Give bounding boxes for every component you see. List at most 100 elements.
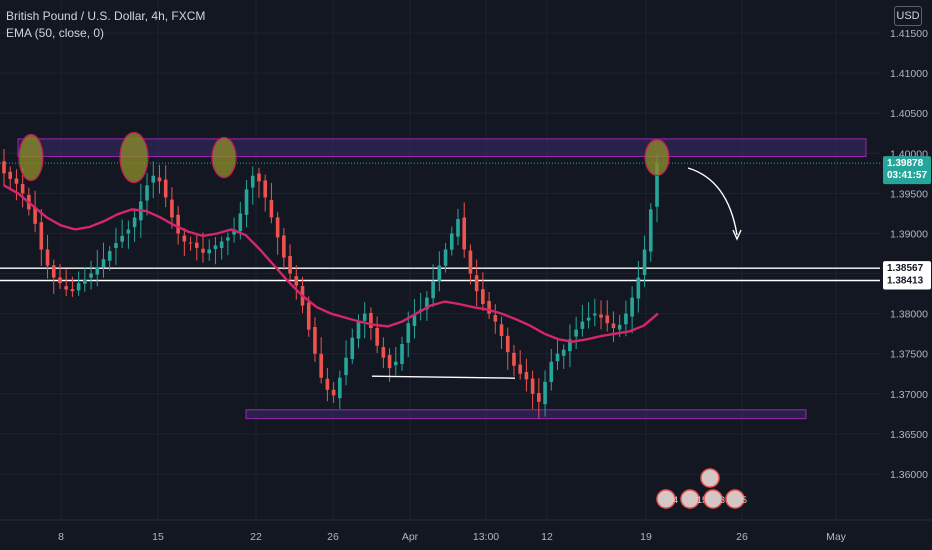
candle [64, 286, 68, 290]
candle [617, 324, 622, 330]
candle [14, 178, 19, 184]
candle [275, 217, 280, 238]
currency-button[interactable]: USD [894, 6, 922, 26]
time-tick-label: 19 [640, 531, 652, 543]
candle [70, 288, 75, 292]
candle [232, 229, 236, 235]
candle [325, 378, 330, 390]
ema-indicator-label: EMA (50, close, 0) [6, 26, 105, 40]
candle [207, 249, 212, 254]
candle [406, 323, 411, 343]
candle [387, 354, 392, 369]
candle [648, 209, 653, 252]
candle [101, 259, 106, 268]
candle [269, 200, 274, 218]
candle [338, 377, 342, 399]
candle [611, 323, 616, 329]
candle [213, 245, 218, 250]
candle [145, 185, 149, 201]
projection-arrow [687, 167, 738, 236]
candle [505, 335, 510, 353]
annotations [18, 131, 742, 379]
candle [624, 313, 628, 325]
candle [530, 378, 535, 394]
event-badge[interactable] [725, 489, 745, 509]
candle [95, 267, 100, 275]
candle [481, 289, 485, 304]
time-axis: 8 15 22 26 Apr 13:00 12 19 26 May [0, 519, 932, 543]
candle [537, 393, 541, 402]
candle [58, 277, 62, 284]
candle [151, 175, 156, 183]
time-tick-label: 13:00 [473, 531, 499, 543]
candle [655, 162, 659, 207]
candle [20, 184, 25, 194]
candle [400, 344, 404, 365]
candle [250, 175, 255, 188]
candle [356, 321, 361, 339]
ema-line [3, 184, 659, 343]
candle [524, 372, 529, 380]
neckline [371, 375, 516, 379]
price-tick-label: 1.36000 [890, 469, 928, 481]
candle [499, 324, 504, 337]
event-badge-count: 3 [720, 495, 725, 505]
chart-legend: British Pound / U.S. Dollar, 4h, FXCM EM… [6, 8, 205, 42]
event-badges[interactable]: 415435 [656, 468, 747, 509]
candle [8, 171, 13, 179]
time-tick-label: 26 [327, 531, 339, 543]
candle [51, 265, 56, 278]
candle [375, 327, 379, 346]
candle [331, 389, 336, 396]
candle [89, 273, 93, 278]
candle [45, 249, 50, 266]
candle [586, 317, 591, 321]
candle [605, 315, 610, 324]
candle [282, 235, 286, 258]
event-badge[interactable] [656, 489, 676, 509]
top-highlight-4 [644, 138, 670, 177]
level-1-label-bg [883, 261, 931, 278]
candle [344, 357, 348, 376]
candle [244, 189, 249, 215]
candle [369, 313, 373, 329]
projection-arrow-head [732, 229, 742, 241]
event-badge-flag-icon[interactable] [700, 468, 720, 488]
candle [163, 179, 168, 198]
top-highlight-1 [18, 133, 44, 182]
time-tick-label: 12 [541, 531, 553, 543]
level-2-label-text: 1.38413 [887, 276, 924, 287]
event-badge[interactable] [703, 489, 723, 509]
current-price-label-text: 03:41:57 [887, 170, 927, 181]
candle [194, 242, 199, 248]
price-tick-label: 1.37500 [890, 349, 928, 361]
candle [362, 313, 367, 321]
event-badge-count: 5 [742, 495, 747, 505]
time-tick-label: 22 [250, 531, 262, 543]
candle [493, 315, 498, 322]
price-tick-label: 1.41000 [890, 68, 928, 80]
candle [157, 177, 162, 182]
candle [462, 217, 467, 250]
candle [201, 248, 205, 253]
candle [561, 349, 566, 356]
candle [257, 173, 261, 182]
candle [226, 237, 230, 241]
candle [176, 214, 180, 234]
candle [238, 213, 243, 232]
candle [132, 217, 137, 228]
candle [543, 381, 547, 405]
candle [630, 297, 634, 317]
candle [549, 361, 554, 383]
candle [83, 279, 87, 284]
event-badge[interactable] [680, 489, 700, 509]
time-tick-label: May [826, 531, 847, 543]
candle [263, 180, 267, 198]
candle [381, 347, 386, 358]
candle [170, 199, 174, 218]
price-tick-label: 1.39000 [890, 228, 928, 240]
price-axis: 1.415001.410001.405001.400001.395001.390… [880, 0, 932, 550]
candle [2, 161, 6, 174]
